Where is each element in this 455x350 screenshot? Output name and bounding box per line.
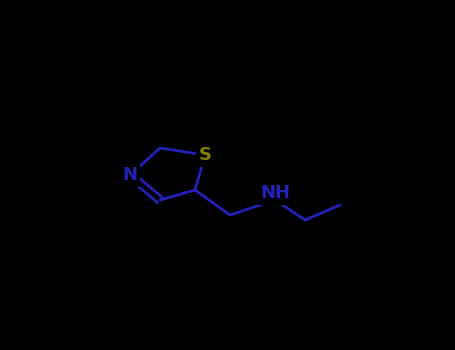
Text: S: S xyxy=(198,146,212,164)
Text: NH: NH xyxy=(260,184,290,202)
Text: N: N xyxy=(122,166,137,184)
